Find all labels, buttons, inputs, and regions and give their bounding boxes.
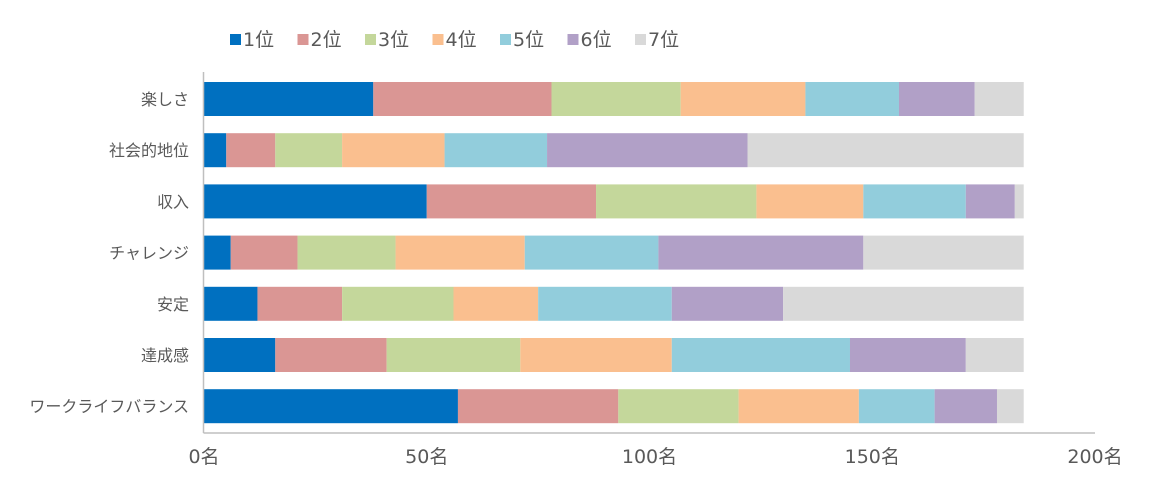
bar-segment — [618, 389, 739, 424]
category-label: 安定 — [157, 295, 189, 314]
bar-row — [204, 338, 1024, 372]
bar-segment — [863, 235, 1024, 270]
bar-segment — [275, 133, 343, 168]
bar-segment — [671, 338, 850, 372]
bar-segment — [373, 82, 552, 116]
legend-item: 3位 — [365, 29, 409, 51]
bar-row — [204, 235, 1024, 270]
legend-label: 3位 — [378, 29, 409, 51]
legend-item: 5位 — [500, 29, 544, 51]
bar-row — [204, 82, 1024, 116]
bar-segment — [453, 286, 539, 321]
legend-item: 1位 — [230, 29, 274, 51]
bar-segment — [965, 184, 1015, 219]
legend-swatch — [635, 34, 646, 45]
legend-label: 7位 — [648, 29, 679, 51]
bar-segment — [230, 235, 298, 270]
bar-segment — [805, 82, 899, 116]
x-tick-label: 150名 — [845, 446, 900, 468]
bar-segment — [342, 286, 454, 321]
x-tick-label: 100名 — [622, 446, 677, 468]
category-label: 社会的地位 — [109, 141, 189, 160]
bar-segment — [934, 389, 997, 424]
bar-segment — [297, 235, 396, 270]
category-label: ワークライフバランス — [29, 397, 189, 416]
legend-item: 6位 — [567, 29, 612, 51]
bar-segment — [204, 184, 427, 219]
x-tick-label: 200名 — [1067, 446, 1122, 468]
value-axis: 0名 50名 100名 150名 200名 — [188, 432, 1123, 468]
bar-segment — [444, 133, 548, 168]
legend-swatch — [567, 34, 579, 45]
bar-segment — [756, 184, 864, 219]
bar-segment — [520, 338, 672, 372]
x-tick-label: 0名 — [188, 446, 219, 468]
bar-row — [204, 184, 1024, 219]
legend-item: 2位 — [297, 29, 342, 51]
bar-segment — [658, 235, 864, 270]
bar-segment — [1014, 184, 1024, 219]
bar-segment — [204, 338, 276, 372]
bar-segment — [680, 82, 806, 116]
legend-swatch — [297, 34, 309, 45]
bar-row — [204, 133, 1024, 168]
legend-label: 5位 — [513, 29, 544, 51]
bar-segment — [538, 286, 672, 321]
category-label: 収入 — [157, 192, 189, 211]
category-label: 楽しさ — [141, 90, 189, 109]
bar-row — [204, 389, 1024, 424]
bar-segment — [457, 389, 619, 424]
x-tick-label: 50名 — [405, 446, 448, 468]
bar-segment — [974, 82, 1024, 116]
bar-segment — [849, 338, 966, 372]
bar-segment — [858, 389, 935, 424]
legend-swatch — [365, 34, 376, 45]
bar-segment — [426, 184, 597, 219]
bar-segment — [226, 133, 276, 168]
bar-segment — [747, 133, 1024, 168]
legend-swatch — [230, 34, 241, 45]
bar-row — [204, 286, 1024, 321]
bar-segment — [863, 184, 966, 219]
bar-segment — [342, 133, 445, 168]
bar-segment — [204, 82, 374, 116]
bar-segment — [996, 389, 1024, 424]
bar-segment — [386, 338, 521, 372]
bar-segment — [257, 286, 343, 321]
legend-label: 1位 — [243, 29, 274, 51]
legend-swatch — [500, 34, 511, 45]
bar-segment — [547, 133, 748, 168]
legend-item: 7位 — [635, 29, 679, 51]
bar-segment — [551, 82, 681, 116]
bar-segment — [204, 389, 458, 424]
bar-segment — [898, 82, 975, 116]
category-label: チャレンジ — [109, 244, 189, 263]
legend-label: 4位 — [446, 29, 477, 51]
legend-label: 6位 — [581, 29, 612, 51]
bar-segment — [738, 389, 859, 424]
category-label: 達成感 — [141, 346, 189, 365]
bar-segment — [395, 235, 525, 270]
bar-segment — [596, 184, 757, 219]
bar-segment — [671, 286, 784, 321]
bar-segment — [204, 133, 227, 168]
legend: 1位 2位 3位 4位 5位 6位 7位 — [230, 29, 679, 51]
plot-area — [204, 82, 1024, 424]
legend-swatch — [432, 34, 444, 45]
legend-item: 4位 — [432, 29, 477, 51]
bar-segment — [275, 338, 387, 372]
bar-segment — [204, 235, 231, 270]
bar-segment — [965, 338, 1024, 372]
bar-segment — [783, 286, 1024, 321]
legend-label: 2位 — [311, 29, 342, 51]
bar-segment — [524, 235, 659, 270]
bar-segment — [204, 286, 258, 321]
